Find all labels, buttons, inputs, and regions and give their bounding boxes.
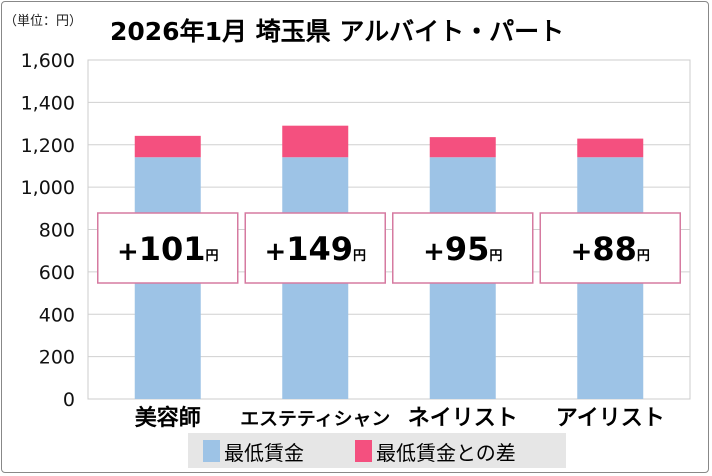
y-tick-label: 1,000 (21, 177, 75, 199)
y-tick-label: 200 (39, 347, 75, 369)
y-tick-label: 1,600 (21, 50, 75, 72)
legend-swatch-min-wage (203, 440, 220, 462)
x-category-label: エステティシャン (240, 409, 390, 430)
data-label-box (244, 212, 386, 284)
y-tick-label: 800 (39, 220, 75, 242)
y-tick-label: 1,400 (21, 92, 75, 114)
bar-diff (282, 125, 349, 158)
chart-title: 2026年1月 埼玉県 アルバイト・パート (110, 17, 564, 46)
y-tick-label: 600 (39, 262, 75, 284)
unit-label: （単位：円） (4, 13, 82, 29)
y-tick-label: 400 (39, 304, 75, 326)
data-label: +149円 (264, 230, 366, 268)
data-label: +88円 (571, 230, 650, 268)
data-label: +101円 (117, 230, 219, 268)
y-tick-label: 0 (63, 389, 75, 411)
data-label-box (97, 212, 239, 284)
legend-label-min-wage: 最低賃金 (224, 441, 304, 465)
data-label-box (392, 212, 534, 284)
data-label: +95円 (423, 230, 502, 268)
legend-label-diff: 最低賃金との差 (376, 441, 516, 465)
y-tick-label: 1,200 (21, 135, 75, 157)
bar-diff (429, 137, 496, 158)
bar-diff (577, 138, 644, 158)
bar-diff (134, 135, 201, 158)
x-category-label: 美容師 (135, 405, 201, 431)
data-label-box (539, 212, 681, 284)
legend-swatch-diff (355, 440, 372, 462)
legend: 最低賃金 最低賃金との差 (188, 433, 566, 468)
x-category-label: ネイリスト (408, 406, 518, 431)
x-category-label: アイリスト (556, 406, 665, 431)
